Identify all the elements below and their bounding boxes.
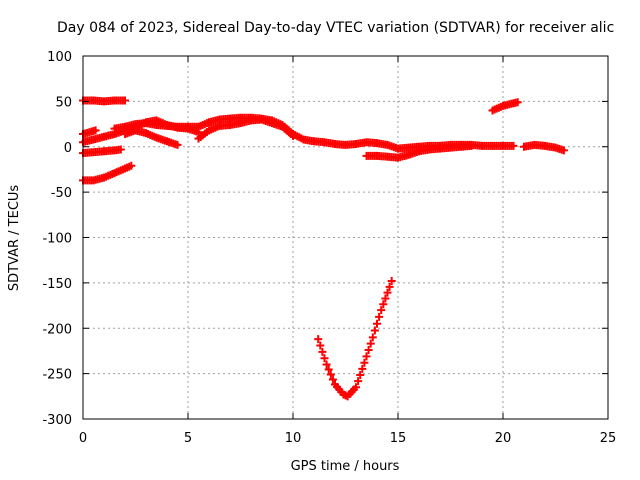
x-tick-label: 0 (79, 431, 87, 446)
y-tick-label: -200 (42, 322, 72, 337)
data-point (320, 354, 329, 363)
data-point (91, 126, 100, 135)
chart-title: Day 084 of 2023, Sidereal Day-to-day VTE… (57, 20, 614, 36)
data-point (328, 375, 337, 384)
data-point (354, 377, 363, 386)
data-point (375, 312, 384, 321)
data-point (383, 288, 392, 297)
data-point (322, 360, 331, 369)
data-point (314, 335, 323, 344)
data-point (387, 277, 396, 286)
data-point (373, 319, 381, 328)
data-point (385, 282, 394, 291)
data-point (370, 326, 379, 335)
data-point (116, 145, 125, 154)
x-tick-label: 25 (600, 431, 617, 446)
data-point (352, 383, 360, 392)
y-tick-label: 100 (47, 50, 72, 65)
data-point (318, 347, 327, 356)
grid (83, 56, 608, 419)
axis-ticks: 0 5 10 15 20 25 100 50 0 -50 -100 -150 -200 -250 -300 (42, 50, 616, 446)
data-point (509, 141, 518, 150)
data-point (173, 140, 182, 149)
data-point (362, 352, 371, 361)
data-point (559, 146, 568, 155)
x-tick-label: 20 (495, 431, 512, 446)
data-point (360, 358, 369, 367)
data-point (324, 365, 333, 374)
y-tick-label: 50 (55, 95, 72, 110)
data-point (326, 370, 335, 379)
data-point (121, 96, 129, 105)
data-point (368, 333, 377, 342)
data-marks (79, 96, 568, 401)
data-point (127, 161, 136, 170)
x-tick-label: 10 (285, 431, 302, 446)
data-point (366, 339, 375, 348)
y-tick-label: -150 (42, 277, 72, 292)
y-tick-label: -50 (51, 186, 72, 201)
data-point (358, 364, 367, 373)
data-point (381, 294, 390, 303)
x-axis-label: GPS time / hours (291, 459, 400, 474)
data-point (377, 306, 386, 315)
data-point (513, 98, 522, 107)
data-point (289, 131, 297, 140)
y-axis-label: SDTVAR / TECUs (7, 185, 22, 292)
data-point (379, 300, 388, 309)
x-tick-label: 5 (184, 431, 192, 446)
data-point (316, 341, 325, 350)
y-tick-label: -100 (42, 232, 72, 247)
y-tick-label: 0 (64, 141, 72, 156)
y-tick-label: -300 (42, 413, 72, 428)
data-point (467, 141, 476, 150)
x-tick-label: 15 (390, 431, 407, 446)
data-point (356, 370, 365, 379)
y-tick-label: -250 (42, 368, 72, 383)
data-point (364, 346, 373, 355)
